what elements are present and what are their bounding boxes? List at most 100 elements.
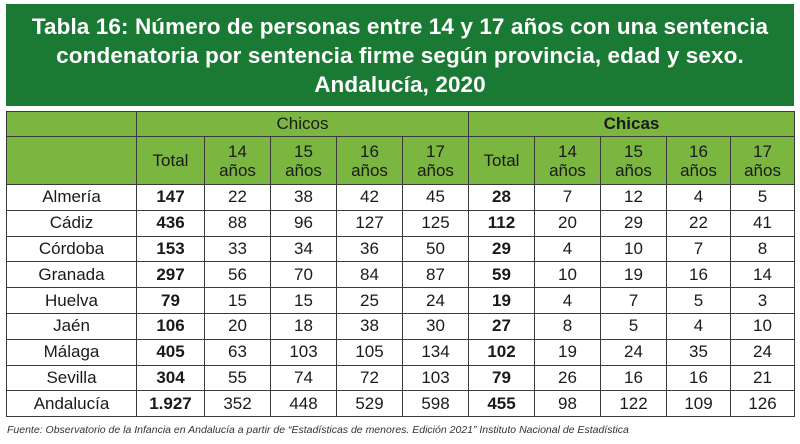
value-cell-chicas: 10	[534, 261, 601, 289]
table-row: Almería 147 22 38 42 45 28 7 12 4 5	[6, 184, 796, 211]
value-cell-chicos: 70	[270, 261, 337, 289]
total-cell-chicas: 102	[468, 338, 535, 366]
value-cell-chicos: 352	[204, 390, 271, 418]
value-cell-chicos: 84	[336, 261, 403, 289]
value-cell-chicos: 134	[402, 338, 469, 366]
value-cell-chicos: 74	[270, 364, 337, 392]
total-cell-chicos: 436	[136, 209, 205, 237]
table-row: Córdoba 153 33 34 36 50 29 4 10 7 8	[6, 235, 796, 263]
col-header-chicas-4: 17 años	[729, 136, 796, 185]
value-cell-chicas: 21	[729, 364, 796, 392]
table-body: Almería 147 22 38 42 45 28 7 12 4 5 Cádiz 436 88 96 127…	[6, 184, 796, 418]
total-cell-chicos: 106	[136, 312, 205, 340]
corner-cell	[6, 111, 137, 137]
province-cell: Jaén	[6, 312, 137, 340]
value-cell-chicas: 19	[534, 338, 601, 366]
value-cell-chicos: 38	[336, 312, 403, 340]
value-cell-chicas: 122	[600, 390, 667, 418]
value-cell-chicos: 45	[402, 184, 469, 211]
province-cell: Málaga	[6, 338, 137, 366]
col-header-chicos-2: 15 años	[270, 136, 337, 185]
total-cell-chicas: 27	[468, 312, 535, 340]
value-cell-chicas: 16	[666, 261, 731, 289]
value-cell-chicos: 34	[270, 235, 337, 263]
value-cell-chicas: 5	[600, 312, 667, 340]
value-cell-chicos: 105	[336, 338, 403, 366]
value-cell-chicas: 35	[666, 338, 731, 366]
value-cell-chicos: 598	[402, 390, 469, 418]
title-line-2: condenatoria por sentencia firme según p…	[56, 42, 744, 68]
province-cell: Córdoba	[6, 235, 137, 263]
total-cell-chicos: 304	[136, 364, 205, 392]
value-cell-chicas: 20	[534, 209, 601, 237]
value-cell-chicas: 10	[729, 312, 796, 340]
value-cell-chicas: 14	[729, 261, 796, 289]
value-cell-chicas: 16	[600, 364, 667, 392]
value-cell-chicas: 10	[600, 235, 667, 263]
col-header-chicos-1: 14 años	[204, 136, 271, 185]
value-cell-chicas: 4	[666, 184, 731, 211]
province-cell: Cádiz	[6, 209, 137, 237]
value-cell-chicas: 4	[534, 235, 601, 263]
value-cell-chicos: 50	[402, 235, 469, 263]
value-cell-chicos: 36	[336, 235, 403, 263]
value-cell-chicos: 125	[402, 209, 469, 237]
col-header-chicas-3: 16 años	[666, 136, 731, 185]
col-header-chicas-1: 14 años	[534, 136, 601, 185]
group-header-row: Chicos Chicas	[6, 111, 796, 137]
value-cell-chicas: 5	[666, 287, 731, 314]
value-cell-chicos: 55	[204, 364, 271, 392]
value-cell-chicas: 98	[534, 390, 601, 418]
value-cell-chicas: 19	[600, 261, 667, 289]
total-cell-chicos: 405	[136, 338, 205, 366]
total-cell-chicas: 79	[468, 364, 535, 392]
table-row: Andalucía 1.927 352 448 529 598 455 98 122 109 126	[6, 390, 796, 418]
value-cell-chicos: 127	[336, 209, 403, 237]
total-cell-chicas: 19	[468, 287, 535, 314]
col-header-chicos-3: 16 años	[336, 136, 403, 185]
province-cell: Andalucía	[6, 390, 137, 418]
col-header-chicas-0: Total	[468, 136, 535, 185]
total-cell-chicas: 112	[468, 209, 535, 237]
total-cell-chicos: 153	[136, 235, 205, 263]
value-cell-chicos: 20	[204, 312, 271, 340]
total-cell-chicos: 297	[136, 261, 205, 289]
value-cell-chicos: 15	[270, 287, 337, 314]
data-table: Chicos Chicas Total 14 años 15 años 16 años 17 a…	[6, 111, 796, 418]
value-cell-chicos: 24	[402, 287, 469, 314]
total-cell-chicos: 79	[136, 287, 205, 314]
value-cell-chicos: 22	[204, 184, 271, 211]
value-cell-chicas: 5	[729, 184, 796, 211]
total-cell-chicos: 1.927	[136, 390, 205, 418]
table-row: Jaén 106 20 18 38 30 27 8 5 4 10	[6, 312, 796, 340]
value-cell-chicos: 33	[204, 235, 271, 263]
corner-cell-2	[6, 136, 137, 185]
value-cell-chicos: 56	[204, 261, 271, 289]
value-cell-chicas: 8	[729, 235, 796, 263]
value-cell-chicos: 63	[204, 338, 271, 366]
table-title: Tabla 16: Número de personas entre 14 y …	[6, 4, 794, 106]
group-chicos: Chicos	[136, 111, 469, 137]
col-header-chicas-2: 15 años	[600, 136, 667, 185]
value-cell-chicos: 103	[402, 364, 469, 392]
value-cell-chicas: 41	[729, 209, 796, 237]
value-cell-chicos: 30	[402, 312, 469, 340]
value-cell-chicos: 42	[336, 184, 403, 211]
value-cell-chicas: 4	[666, 312, 731, 340]
table-row: Cádiz 436 88 96 127 125 112 20 29 22 41	[6, 209, 796, 237]
value-cell-chicos: 103	[270, 338, 337, 366]
total-cell-chicas: 29	[468, 235, 535, 263]
value-cell-chicos: 38	[270, 184, 337, 211]
province-cell: Granada	[6, 261, 137, 289]
value-cell-chicos: 25	[336, 287, 403, 314]
value-cell-chicos: 448	[270, 390, 337, 418]
column-header-row: Total 14 años 15 años 16 años 17 años Total 14 años…	[6, 136, 796, 185]
value-cell-chicos: 529	[336, 390, 403, 418]
total-cell-chicas: 28	[468, 184, 535, 211]
value-cell-chicas: 16	[666, 364, 731, 392]
table-row: Granada 297 56 70 84 87 59 10 19 16 14	[6, 261, 796, 289]
total-cell-chicos: 147	[136, 184, 205, 211]
value-cell-chicas: 29	[600, 209, 667, 237]
province-cell: Sevilla	[6, 364, 137, 392]
